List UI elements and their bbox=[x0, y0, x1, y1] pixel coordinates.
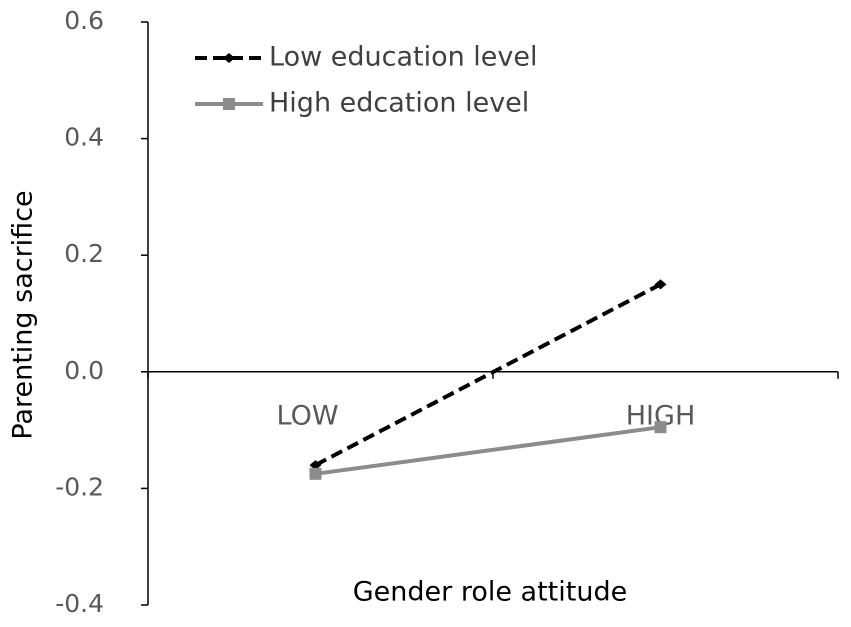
y-tick-label: 0.0 bbox=[64, 356, 104, 385]
y-axis-label: Parenting sacrifice bbox=[8, 190, 39, 439]
series-line bbox=[315, 425, 661, 476]
y-tick-label: -0.2 bbox=[55, 472, 104, 501]
legend-label: High edcation level bbox=[269, 88, 529, 119]
y-tick-label: -0.4 bbox=[55, 589, 104, 618]
y-tick-label: 0.2 bbox=[64, 239, 104, 268]
legend-marker bbox=[223, 53, 235, 63]
series-marker bbox=[309, 467, 322, 480]
series-marker bbox=[654, 279, 667, 290]
y-tick-label: 0.4 bbox=[64, 123, 104, 152]
x-tick-label: LOW bbox=[276, 400, 338, 431]
x-axis-label: Gender role attitude bbox=[353, 577, 627, 608]
series-marker bbox=[654, 421, 667, 434]
legend-marker bbox=[223, 98, 235, 110]
y-tick-label: 0.6 bbox=[64, 6, 104, 35]
legend-label: Low education level bbox=[269, 42, 538, 73]
series-marker bbox=[309, 460, 322, 471]
series-line bbox=[314, 282, 662, 467]
